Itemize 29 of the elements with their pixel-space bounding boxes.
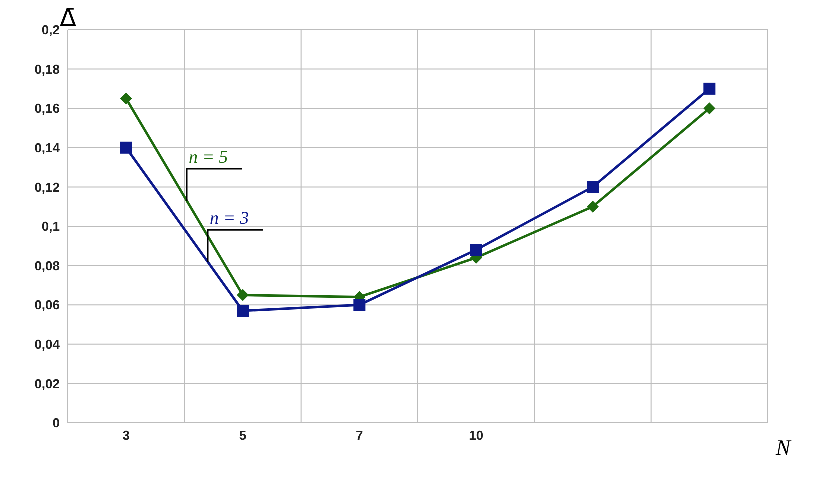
x-tick-label: 3 (122, 428, 130, 444)
point (120, 142, 132, 154)
series-label: n = 3 (210, 208, 250, 228)
y-tick-label: 0,12 (34, 180, 60, 195)
y-tick-label: 0,04 (34, 337, 61, 352)
point (704, 102, 716, 115)
y-tick-label: 0,2 (42, 22, 60, 38)
x-tick-label: 10 (469, 428, 484, 444)
y-tick-label: 0,18 (34, 62, 60, 77)
point (470, 244, 482, 256)
point (237, 289, 249, 302)
point (354, 299, 366, 312)
y-tick-label: 0,1 (42, 219, 60, 234)
point (237, 304, 249, 317)
y-tick-label: 0,06 (34, 298, 60, 313)
y-tick-label: 0,14 (34, 140, 61, 156)
y-tick-label: 0,02 (34, 376, 60, 392)
y-axis-title: Δ̄ (60, 4, 77, 32)
y-tick-label: 0 (52, 416, 60, 431)
x-tick-label: 5 (239, 428, 247, 444)
point (587, 200, 599, 213)
y-tick-label: 0,08 (34, 258, 60, 274)
point (120, 92, 132, 105)
y-tick-label: 0,16 (34, 101, 60, 116)
x-axis-title: N (775, 435, 792, 460)
point (587, 181, 599, 194)
series-label: n = 5 (189, 146, 228, 167)
point (704, 82, 716, 95)
x-tick-label: 7 (356, 428, 364, 444)
